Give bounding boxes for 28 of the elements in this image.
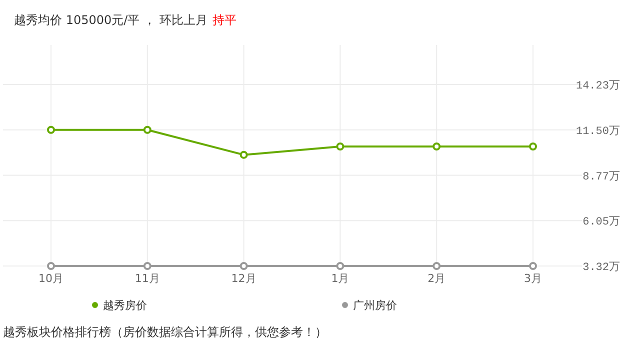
y-tick-label: 8.77万 [582,170,620,184]
point [336,142,344,151]
y-tick-label: 6.05万 [582,216,620,229]
x-tick-label: 1月 [331,272,350,285]
x-tick-label: 10月 [38,272,64,285]
point [143,126,152,134]
chart-title: 越秀均价 105000元/平 ， 环比上月 [14,13,208,27]
x-tick-label: 2月 [428,272,446,285]
point [432,142,441,151]
legend-label: 越秀房价 [103,299,147,312]
point [47,262,55,270]
point [432,262,441,270]
x-tick-label: 3月 [524,272,542,285]
text: 越秀板块价格排行榜（房价数据综合计算所得，供您参考！） [3,325,327,339]
point [47,126,55,134]
x-tick-label: 12月 [231,272,256,285]
point [240,150,248,159]
y-tick-label: 11.50万 [576,124,620,138]
point [336,262,344,270]
x-tick-label: 11月 [134,272,160,285]
point [529,262,537,270]
chart-subtitle: 持平 [212,13,236,27]
legend-label: 广州房价 [353,299,397,312]
point [143,262,152,270]
point [240,262,248,270]
point [529,142,537,151]
y-tick-label: 3.32万 [582,261,620,274]
y-tick-label: 14.23万 [576,79,620,92]
